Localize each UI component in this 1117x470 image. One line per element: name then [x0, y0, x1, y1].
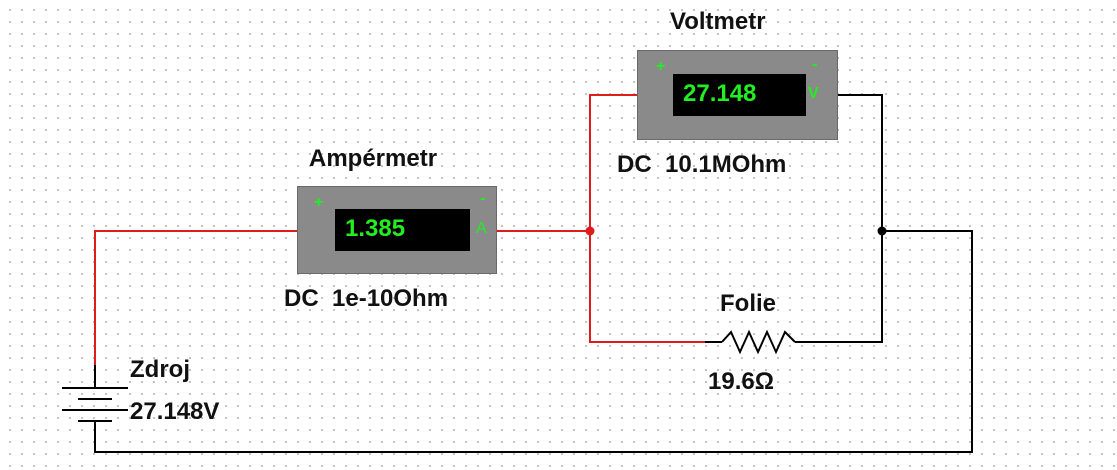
wire-battery-to-ammeter	[94, 230, 297, 365]
source-value: 27.148V	[130, 398, 220, 425]
resistor-symbol	[721, 329, 796, 355]
ammeter-minus-terminal: -	[480, 190, 486, 207]
ammeter-plus-terminal: +	[314, 194, 324, 211]
ammeter-unit: A	[476, 220, 487, 237]
ammeter-display: 1.385	[335, 209, 470, 251]
junction-negative	[877, 226, 887, 236]
positive-wires	[94, 94, 705, 365]
voltmeter-display: 27.148	[673, 74, 806, 116]
negative-wires	[94, 94, 973, 453]
voltmeter-plus-terminal: +	[656, 58, 666, 75]
resistor-name: Folie	[720, 290, 777, 317]
ammeter-body[interactable]: + - 1.385 A	[297, 186, 497, 274]
battery-symbol	[62, 365, 128, 433]
ammeter-title: Ampérmetr	[309, 145, 438, 172]
wire-voltmeter-to-node	[838, 94, 883, 231]
wire-node-to-voltmeter	[589, 94, 638, 231]
voltmeter-spec: DC 10.1MOhm	[617, 151, 787, 178]
ammeter-spec: DC 1e-10Ohm	[284, 285, 449, 312]
voltmeter-title: Voltmetr	[670, 8, 766, 35]
wire-resistor-to-node	[795, 231, 883, 343]
voltmeter-body[interactable]: + - 27.148 V	[637, 50, 838, 140]
voltmeter-unit: V	[808, 85, 819, 102]
junction-positive	[585, 226, 595, 236]
resistor-value: 19.6Ω	[708, 368, 774, 395]
voltmeter-minus-terminal: -	[812, 56, 818, 73]
wire-node-to-resistor	[589, 231, 705, 343]
wire-node-to-return	[94, 230, 973, 453]
source-name: Zdroj	[130, 356, 190, 383]
